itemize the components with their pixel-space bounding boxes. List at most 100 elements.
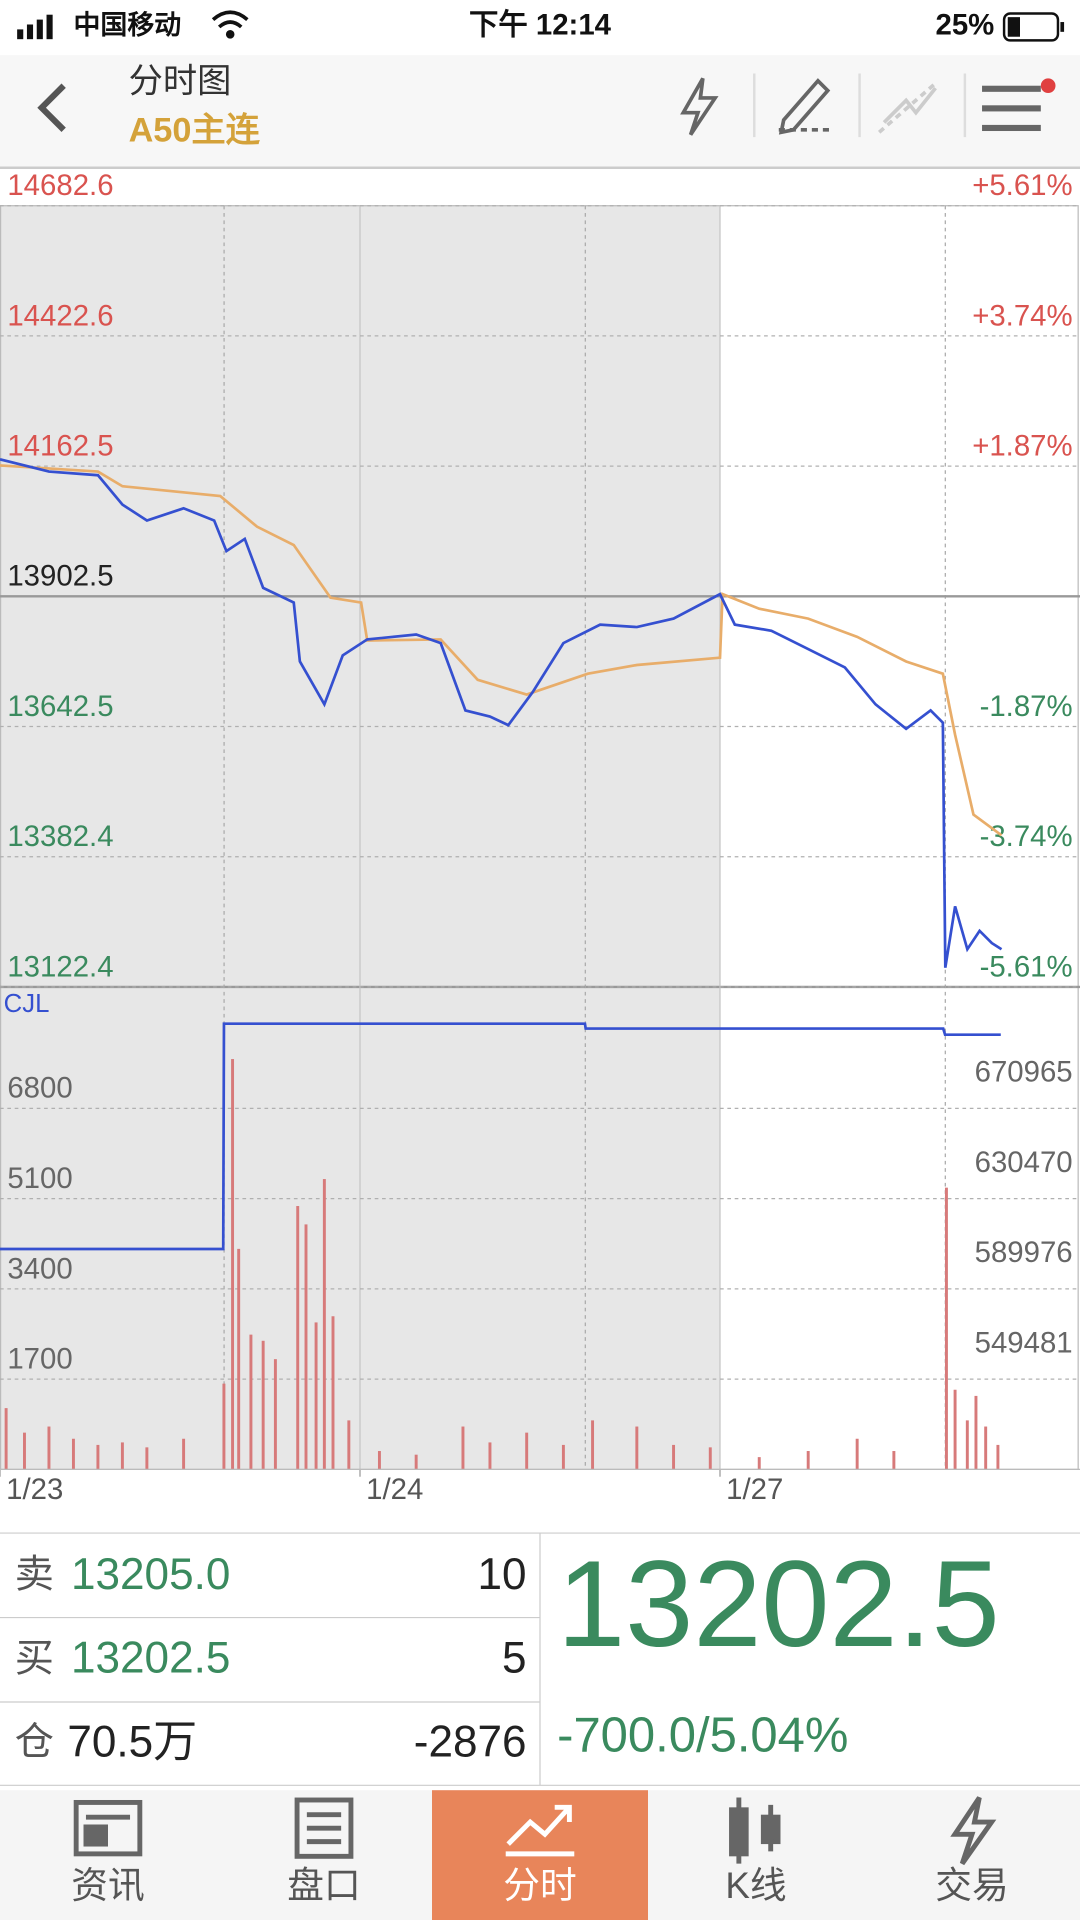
volume-bar [182,1438,186,1470]
tab-icon [73,1800,143,1857]
wifi-icon-part [211,10,249,22]
x-tick-label: 1/23 [6,1473,63,1506]
quote-label: 仓 [15,1721,54,1764]
quote-volume: -2876 [414,1718,527,1767]
indicator-icon-part[interactable] [877,81,937,134]
quote-volume: 5 [502,1634,527,1683]
y-tick-label: 3400 [7,1252,72,1285]
carrier: 中国移动 [73,10,181,40]
volume-bar [944,1187,948,1470]
menu-icon-part[interactable] [982,85,1041,92]
tab-icon-part [506,1804,572,1846]
volume-bar [331,1316,335,1470]
menu-icon-part[interactable] [982,105,1041,112]
y2-tick-label: 630470 [975,1146,1073,1179]
volume-bar [414,1454,418,1470]
y-tick-label: 14422.6 [7,299,113,332]
volume-bar [273,1359,277,1470]
last-price: 13202.5 [557,1535,1000,1672]
y2-tick-label: +1.87% [972,430,1072,463]
volume-bar [322,1179,326,1470]
signal-icon-part [46,14,53,40]
quote-label: 买 [15,1637,54,1680]
y-tick-label: 13122.4 [7,950,113,983]
y-tick-label: 14682.6 [7,169,113,202]
header-subtitle: A50主连 [129,111,261,149]
y-tick-label: 13382.4 [7,820,113,853]
series-line [0,457,1003,968]
volume-bar [672,1444,676,1470]
volume-bar [314,1322,318,1470]
volume-bar [488,1442,492,1470]
y-tick-label: 14162.5 [7,430,113,463]
volume-bar [237,1248,241,1470]
y-tick-label: 6800 [7,1072,72,1105]
volume-bar [806,1451,810,1470]
tab-label[interactable]: K线 [725,1865,786,1906]
volume-bar [347,1420,351,1470]
menu-icon[interactable] [982,78,1056,132]
battery-icon-part [1002,12,1060,42]
indicator-icon-part[interactable] [882,87,937,124]
series-line [0,1022,1001,1251]
tab-icon-part [294,1797,354,1859]
menu-icon-part[interactable] [1040,78,1056,94]
y2-tick-label: 670965 [975,1056,1073,1089]
y2-tick-label: 589976 [975,1236,1073,1269]
volume-bar [996,1444,1000,1470]
volume-bar [757,1457,761,1470]
y-tick-label: 1700 [7,1343,72,1376]
y2-tick-label: 549481 [975,1326,1073,1359]
y2-tick-label: -1.87% [980,690,1073,723]
plot: 14682.6 14422.6 14162.5 13902.5 13642.5 13382… [0,169,1080,1506]
volume-bar [23,1432,26,1470]
wifi-icon [211,10,249,39]
volume-bar [222,1383,226,1470]
volume-bar [145,1447,149,1470]
y-tick-label: 5100 [7,1162,72,1195]
indicator-icon[interactable] [877,81,937,134]
tab-label[interactable]: 盘口 [287,1865,360,1906]
volume-bar [304,1224,308,1470]
x-tick-label: 1/24 [366,1473,423,1506]
tab-label[interactable]: 交易 [935,1865,1008,1906]
tab-icon-part [950,1796,997,1866]
battery-icon-part [1060,22,1065,32]
volume-bar [231,1059,235,1470]
y-tick-label: 13642.5 [7,690,113,723]
clock: 下午 12:14 [469,9,612,42]
volume-bar [377,1451,381,1470]
signal-icon-part [17,29,24,40]
tabs: 资讯 盘口 分时 K线 交易 [71,1790,1009,1920]
tab-icon-part [83,1824,108,1847]
volume-bar [47,1426,51,1470]
y2-tick-label: +3.74% [972,299,1072,332]
tab-label[interactable]: 分时 [503,1865,576,1906]
y2-tick-label: -3.74% [980,820,1073,853]
header-bg [0,55,1080,168]
x-tick-label: 1/27 [726,1473,783,1506]
volume-bar [4,1408,8,1470]
flash-icon[interactable] [680,77,719,136]
volume-bar [296,1206,300,1470]
y2-tick-label: -5.61% [980,950,1073,983]
volume-bar [249,1334,253,1470]
back-button[interactable] [37,83,66,132]
legend-label: CJL [4,990,50,1018]
signal-icon-part [36,19,43,40]
menu-icon-part[interactable] [982,124,1041,132]
quote-value: 70.5万 [67,1718,197,1767]
tab-label[interactable]: 资讯 [71,1865,144,1906]
signal-icon-part [26,24,34,40]
day-separators [359,205,721,1470]
battery-text: 25% [935,9,994,42]
volume-bar [96,1444,100,1470]
draw-icon[interactable] [778,78,831,135]
battery-icon [1002,12,1065,42]
tab-icon [729,1797,781,1864]
volume-bar [635,1426,639,1470]
flash-icon-part[interactable] [680,77,719,136]
volume-bar [591,1420,595,1470]
volume-bar [708,1447,712,1470]
